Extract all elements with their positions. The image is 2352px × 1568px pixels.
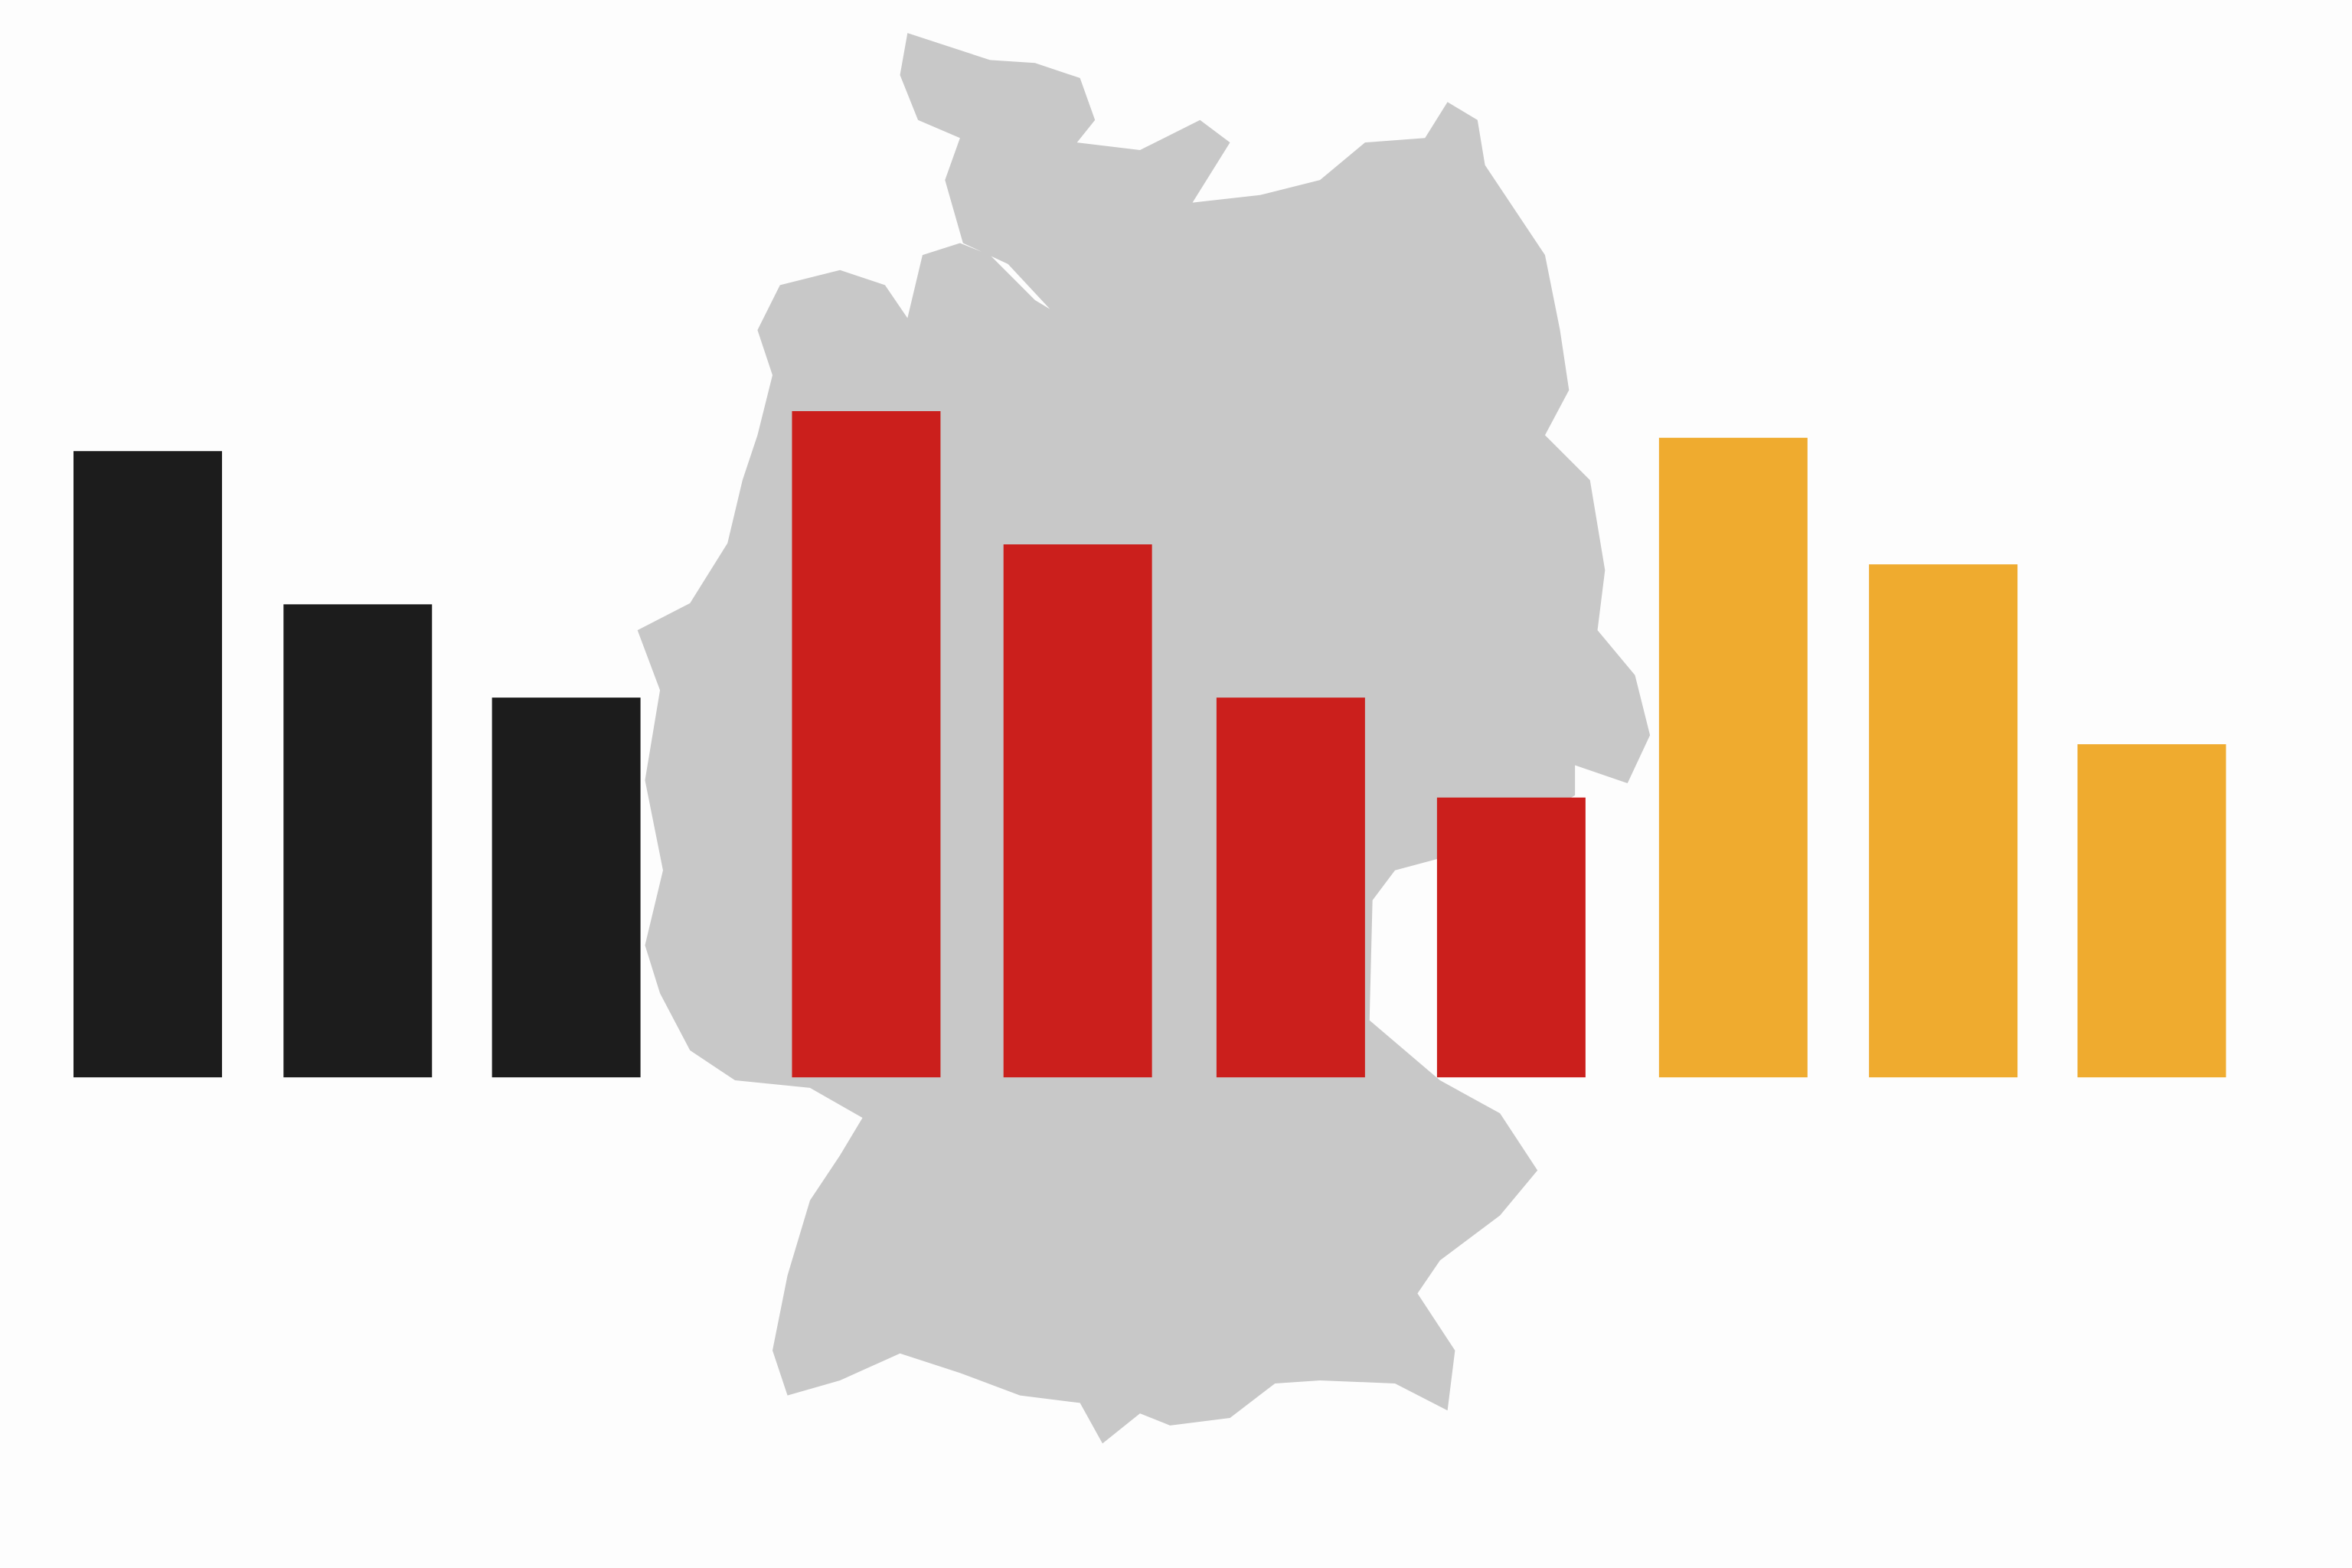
bar-group2-3	[1216, 697, 1365, 1078]
bar-group2-4	[1436, 797, 1586, 1078]
bar-group3-1	[1658, 437, 1808, 1078]
bar-group2-2	[1003, 544, 1152, 1078]
bar-group3-3	[2077, 744, 2226, 1078]
bar-group3-2	[1869, 564, 2018, 1078]
bar-group1-2	[283, 604, 433, 1078]
bar-group1-1	[74, 451, 222, 1078]
bar-group2-1	[792, 410, 941, 1078]
bar-group1-3	[492, 697, 641, 1078]
